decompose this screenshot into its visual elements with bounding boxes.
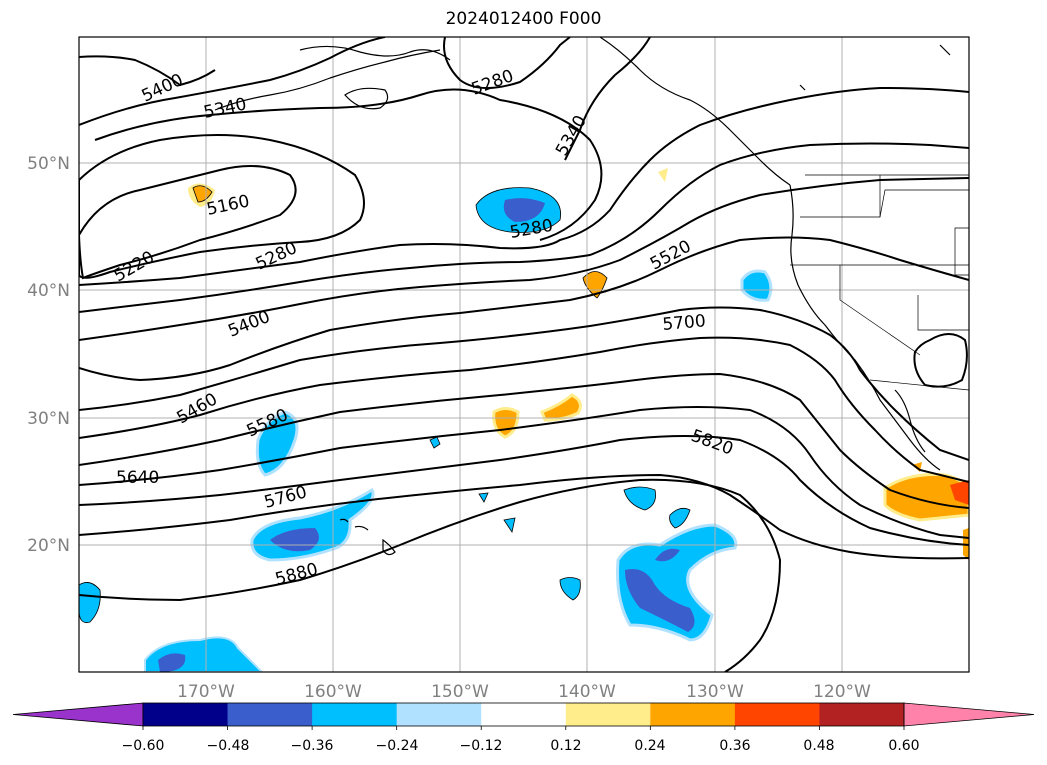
colorbar-segment [143, 703, 229, 726]
lat-tick-label: 20°N [27, 536, 70, 556]
colorbar-segments [12, 702, 1035, 730]
colorbar-extend-high [903, 702, 1035, 727]
colorbar-segment [312, 703, 398, 726]
colorbar-segment [396, 703, 482, 726]
colorbar-extend-low [12, 702, 144, 727]
lon-tick-label: 170°W [177, 682, 235, 702]
map-area: 5400 5340 5280 5340 5160 5220 5280 5280 … [79, 37, 969, 672]
colorbar-tick-label: 0.12 [550, 738, 581, 754]
height-contours [79, 37, 969, 672]
colorbar-segment [650, 703, 736, 726]
colorbar-tick-label: 0.36 [719, 738, 750, 754]
colorbar-segment [819, 703, 905, 726]
lon-tick-label: 140°W [558, 682, 616, 702]
colorbar-tick-label: −0.12 [460, 738, 503, 754]
colorbar-segment [734, 703, 820, 726]
colorbar-tick-label: −0.36 [291, 738, 334, 754]
contour-label: 5640 [116, 468, 159, 488]
colorbar-segment [481, 703, 567, 726]
lat-tick-label: 40°N [27, 281, 70, 301]
colorbar-segment [565, 703, 651, 726]
contour-label: 5700 [662, 311, 707, 335]
lon-tick-label: 130°W [686, 682, 744, 702]
lon-tick-label: 160°W [304, 682, 362, 702]
colorbar-tick-label: 0.48 [803, 738, 834, 754]
colorbar-tick-label: 0.60 [888, 738, 919, 754]
borders [790, 174, 969, 391]
colorbar-tick-label: −0.60 [122, 738, 165, 754]
colorbar-segment [227, 703, 313, 726]
colorbar-frame [142, 702, 905, 727]
map-title: 2024012400 F000 [445, 9, 602, 29]
colorbar-tick-label: 0.24 [634, 738, 665, 754]
map-frame [78, 36, 970, 673]
colorbar-ticks: −0.60 −0.48 −0.36 −0.24 −0.12 0.12 0.24 … [122, 738, 920, 754]
lat-tick-labels: 50°N 40°N 30°N 20°N [27, 154, 70, 556]
colorbar-tick-label: −0.24 [376, 738, 419, 754]
shaded-anomalies [79, 168, 969, 672]
colorbar-tick-label: −0.48 [207, 738, 250, 754]
lon-tick-label: 120°W [813, 682, 871, 702]
lon-tick-label: 150°W [431, 682, 489, 702]
lon-tick-labels: 170°W 160°W 150°W 140°W 130°W 120°W [177, 682, 871, 702]
lat-tick-label: 30°N [27, 409, 70, 429]
lat-tick-label: 50°N [27, 154, 70, 174]
